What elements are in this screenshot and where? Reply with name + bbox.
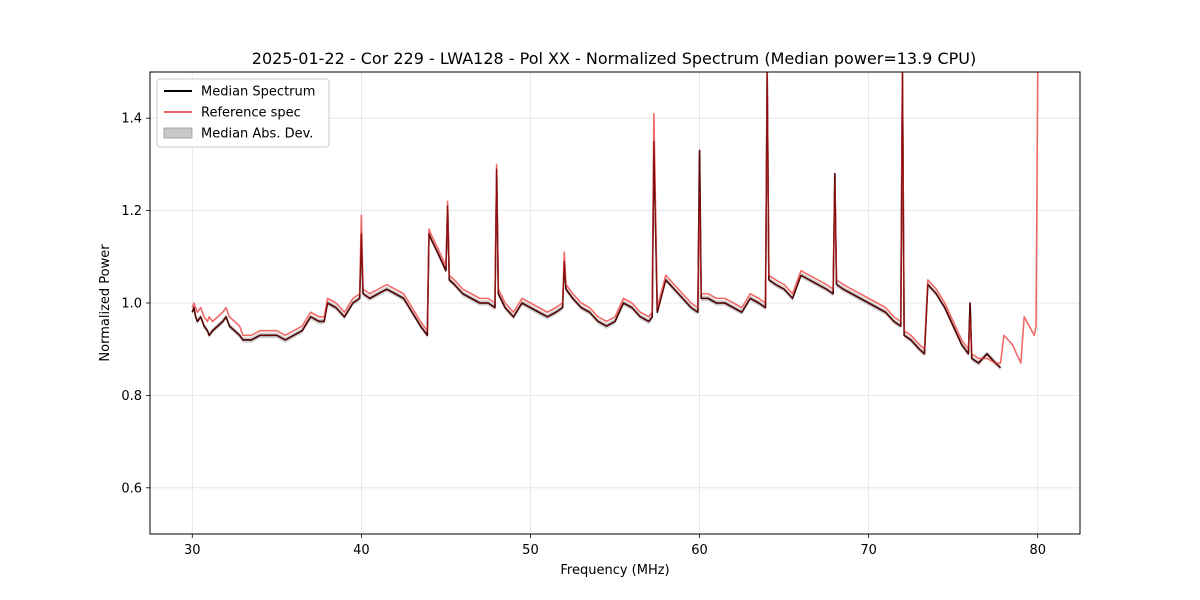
legend-label: Reference spec <box>201 106 301 121</box>
chart-title: 2025-01-22 - Cor 229 - LWA128 - Pol XX -… <box>252 49 976 68</box>
legend-label: Median Abs. Dev. <box>201 127 313 142</box>
y-tick-label: 0.8 <box>121 389 142 404</box>
y-tick-label: 1.0 <box>121 297 142 312</box>
legend-swatch <box>163 127 193 139</box>
y-axis-label: Normalized Power <box>98 244 113 362</box>
y-tick-label: 0.6 <box>121 481 142 496</box>
legend-frame <box>156 78 330 148</box>
y-tick-label: 1.4 <box>121 112 142 127</box>
x-tick-label: 50 <box>522 543 539 558</box>
legend: Median Spectrum Reference spec Median Abs.… <box>156 78 330 148</box>
median-overlap-line <box>191 72 1001 369</box>
x-axis-label: Frequency (MHz) <box>560 563 669 578</box>
x-tick-label: 60 <box>691 543 708 558</box>
x-tick-label: 80 <box>1029 543 1046 558</box>
series-layer <box>191 72 1039 371</box>
x-tick-label: 40 <box>353 543 370 558</box>
median-abs-dev-band <box>192 72 1001 371</box>
legend-label: Median Spectrum <box>201 85 315 100</box>
axis-ticks: 30 40 50 60 70 80 0.6 0.8 1.0 1.2 1.4 <box>121 112 1046 558</box>
reference-spec-line <box>191 72 1039 364</box>
x-tick-label: 70 <box>860 543 877 558</box>
y-tick-label: 1.2 <box>121 204 142 219</box>
x-tick-label: 30 <box>184 543 201 558</box>
